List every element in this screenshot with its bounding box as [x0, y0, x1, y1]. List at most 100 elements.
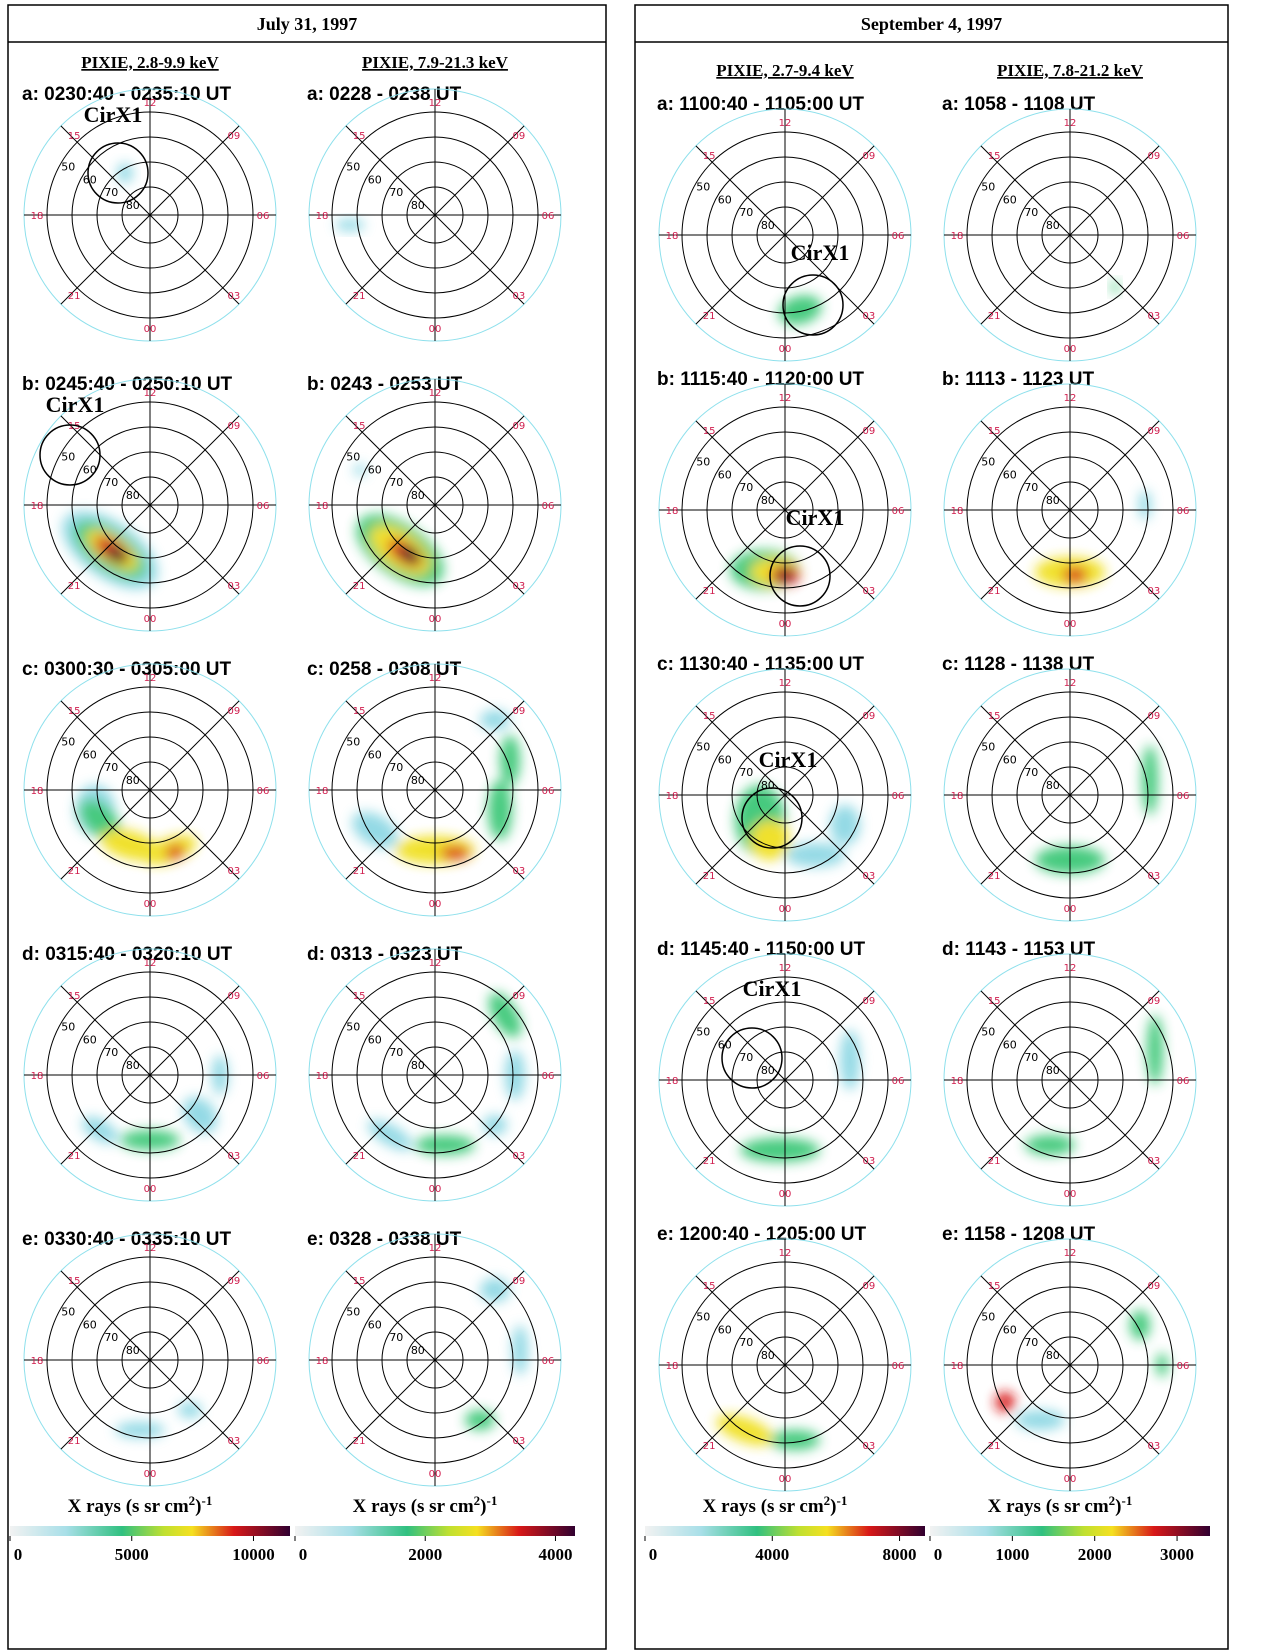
colorbar-title: X rays (s sr cm2)-1 — [988, 1493, 1133, 1518]
mlt-label: 18 — [31, 1356, 44, 1367]
mlt-label: 12 — [144, 673, 157, 684]
mlt-label: 09 — [513, 991, 526, 1002]
mlat-label: 70 — [104, 476, 118, 489]
mlat-label: 50 — [346, 1306, 360, 1319]
emission-blob — [115, 1422, 165, 1438]
colorbar-title-part: -1 — [202, 1493, 213, 1508]
mlt-label: 21 — [703, 586, 716, 597]
mlt-label: 18 — [316, 501, 329, 512]
mlt-label: 18 — [316, 211, 329, 222]
mlt-label: 03 — [863, 1156, 876, 1167]
emission-blob — [1142, 745, 1158, 815]
emission — [995, 1310, 1168, 1430]
mlt-label: 06 — [1177, 1361, 1190, 1372]
page: July 31, 1997PIXIE, 2.8-9.9 keVa: 0230:4… — [0, 0, 1279, 1652]
mlat-label: 70 — [739, 206, 753, 219]
mlat-label: 60 — [368, 748, 382, 761]
mlat-label: 50 — [696, 181, 710, 194]
emission — [72, 785, 201, 871]
mlt-label: 00 — [1064, 344, 1077, 355]
polar-plot: 121518210003060980706050 — [309, 1234, 561, 1486]
emission — [115, 1402, 202, 1438]
mlt-label: 00 — [779, 619, 792, 630]
mlt-label: 18 — [666, 231, 679, 242]
mlt-label: 21 — [353, 1436, 366, 1447]
mlt-label: 00 — [144, 1184, 157, 1195]
mlt-label: 09 — [863, 151, 876, 162]
polar-plot: 121518210003060980706050 — [309, 664, 561, 916]
mlat-label: 50 — [696, 1311, 710, 1324]
emission-blob — [335, 219, 365, 231]
plot-label: c: 1128 - 1138 UT — [942, 654, 1094, 675]
mlat-label: 70 — [1024, 1336, 1038, 1349]
colorbar-tick-label: 10000 — [232, 1545, 275, 1564]
colorbar-title-part: -1 — [487, 1493, 498, 1508]
colorbar-title-part: X rays (s sr cm — [703, 1496, 824, 1517]
mlt-label: 15 — [68, 991, 81, 1002]
mlt-label: 06 — [1177, 231, 1190, 242]
polar-plot: 121518210003060980706050 — [309, 379, 561, 631]
mlat-label: 60 — [83, 1318, 97, 1331]
mlt-label: 15 — [353, 706, 366, 717]
mlt-label: 00 — [779, 344, 792, 355]
mlt-label: 12 — [144, 388, 157, 399]
mlt-label: 12 — [429, 958, 442, 969]
mlat-label: 50 — [981, 456, 995, 469]
mlt-label: 21 — [988, 586, 1001, 597]
mlat-label: 80 — [126, 1059, 140, 1072]
source-label: CirX1 — [786, 505, 845, 530]
mlat-label: 80 — [1046, 779, 1060, 792]
colorbar-title-part: -1 — [837, 1493, 848, 1508]
mlt-label: 03 — [228, 581, 241, 592]
mlat-label: 80 — [761, 1349, 775, 1362]
plot-label: e: 1158 - 1208 UT — [942, 1224, 1096, 1245]
colorbar-tick-label: 2000 — [408, 1545, 442, 1564]
emission-blob — [830, 805, 860, 845]
mlat-label: 80 — [1046, 494, 1060, 507]
mlt-label: 21 — [988, 1441, 1001, 1452]
mlt-label: 03 — [228, 866, 241, 877]
mlat-label: 70 — [104, 1331, 118, 1344]
colorbar-tick-label: 4000 — [755, 1545, 789, 1564]
mlat-label: 50 — [981, 181, 995, 194]
mlt-label: 03 — [863, 311, 876, 322]
mlt-label: 06 — [542, 786, 555, 797]
polar-plot: 121518210003060980706050 — [944, 954, 1196, 1206]
mlt-label: 12 — [779, 963, 792, 974]
mlt-label: 21 — [703, 1441, 716, 1452]
mlt-label: 03 — [1148, 586, 1161, 597]
mlt-label: 03 — [513, 291, 526, 302]
mlt-label: 12 — [779, 118, 792, 129]
mlt-label: 15 — [703, 711, 716, 722]
mlt-label: 09 — [228, 991, 241, 1002]
mlt-label: 18 — [31, 786, 44, 797]
mlat-label: 60 — [83, 463, 97, 476]
mlt-label: 03 — [228, 291, 241, 302]
mlt-label: 18 — [951, 791, 964, 802]
mlt-label: 12 — [1064, 963, 1077, 974]
colorbar-tick-label: 0 — [649, 1545, 658, 1564]
mlt-label: 00 — [429, 324, 442, 335]
emission-blob — [465, 1410, 495, 1430]
mlt-label: 21 — [353, 866, 366, 877]
mlat-label: 70 — [104, 186, 118, 199]
mlt-label: 21 — [988, 871, 1001, 882]
mlat-label: 50 — [61, 736, 75, 749]
polar-plot: 121518210003060980706050 — [659, 1239, 911, 1491]
mlt-label: 12 — [779, 678, 792, 689]
emission-blob — [770, 1430, 820, 1450]
mlt-label: 21 — [68, 291, 81, 302]
mlat-label: 50 — [61, 451, 75, 464]
mlt-label: 12 — [144, 958, 157, 969]
mlat-label: 70 — [389, 186, 403, 199]
colorbar-tick-label: 1000 — [995, 1545, 1029, 1564]
mlt-label: 03 — [513, 581, 526, 592]
mlt-label: 12 — [779, 393, 792, 404]
mlt-label: 09 — [1148, 426, 1161, 437]
emission — [1025, 1015, 1163, 1155]
colorbar-title: X rays (s sr cm2)-1 — [703, 1493, 848, 1518]
mlt-label: 15 — [988, 426, 1001, 437]
mlt-label: 06 — [257, 786, 270, 797]
